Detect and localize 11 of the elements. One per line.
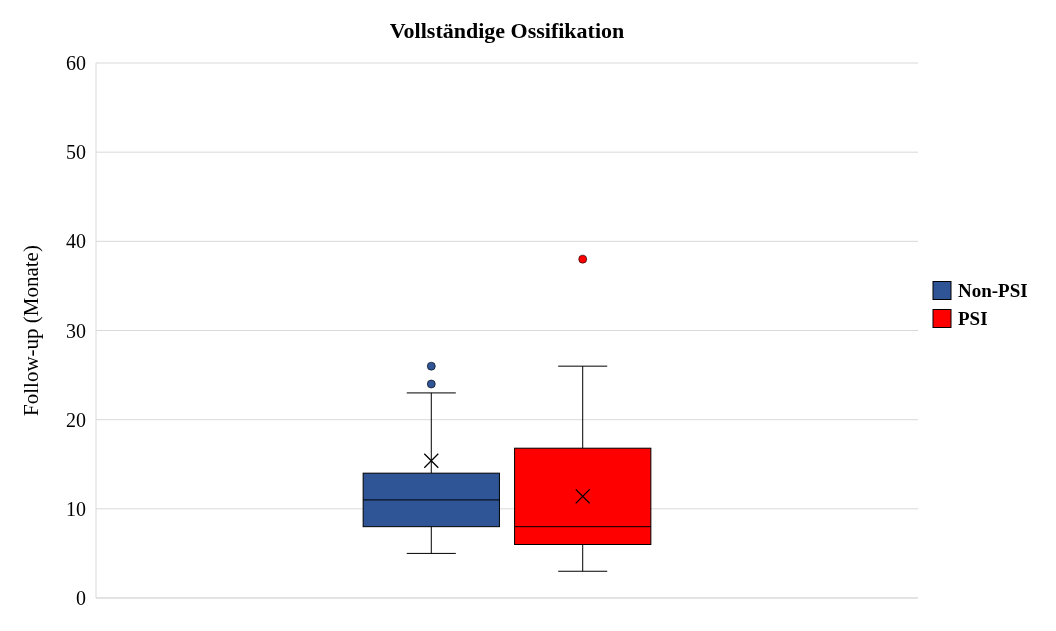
y-tick-label: 10 bbox=[66, 497, 86, 520]
y-tick-label: 40 bbox=[66, 230, 86, 253]
chart-title: Vollständige Ossifikation bbox=[389, 18, 625, 43]
y-tick-label: 0 bbox=[76, 587, 86, 609]
y-tick-label: 50 bbox=[66, 141, 86, 164]
y-tick-label: 20 bbox=[66, 408, 86, 431]
y-tick-label: 30 bbox=[66, 319, 86, 342]
y-axis-title: Follow-up (Monate) bbox=[19, 245, 43, 416]
y-tick-label: 60 bbox=[66, 52, 86, 74]
legend-label: PSI bbox=[958, 308, 988, 330]
legend-label: Non-PSI bbox=[958, 280, 1028, 302]
